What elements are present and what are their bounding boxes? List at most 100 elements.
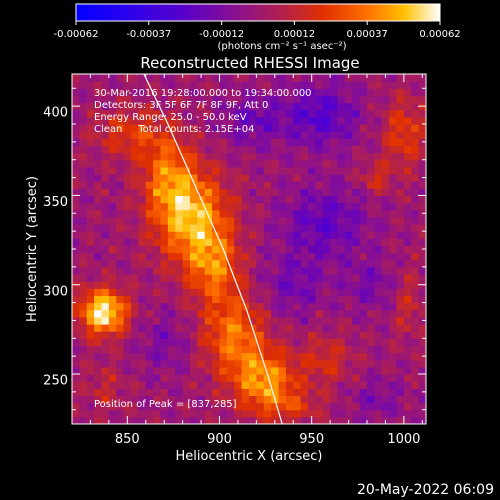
heatmap-cell bbox=[337, 102, 346, 111]
heatmap-cell bbox=[131, 409, 139, 418]
heatmap-cell bbox=[219, 388, 228, 397]
heatmap-cell bbox=[411, 74, 420, 82]
heatmap-cell bbox=[308, 359, 316, 368]
heatmap-cell bbox=[79, 145, 88, 154]
heatmap-cell bbox=[293, 409, 302, 418]
heatmap-cell bbox=[330, 188, 339, 197]
heatmap-cell bbox=[182, 238, 191, 247]
heatmap-cell bbox=[204, 366, 213, 375]
heatmap-cell bbox=[226, 224, 235, 232]
heatmap-cell bbox=[330, 345, 339, 354]
heatmap-cell bbox=[322, 166, 331, 175]
heatmap-cell bbox=[278, 209, 287, 218]
heatmap-cell bbox=[337, 238, 346, 247]
heatmap-cell bbox=[337, 152, 346, 161]
heatmap-cell bbox=[300, 324, 309, 332]
heatmap-cell bbox=[249, 216, 257, 225]
heatmap-cell bbox=[337, 388, 346, 397]
heatmap-cell bbox=[72, 331, 80, 339]
heatmap-cell bbox=[219, 102, 228, 111]
heatmap-cell bbox=[190, 216, 198, 225]
colorbar-tick-label: 0.00012 bbox=[274, 29, 315, 40]
heatmap-cell bbox=[418, 88, 426, 97]
heatmap-cell bbox=[79, 188, 88, 197]
heatmap-cell bbox=[241, 209, 250, 218]
heatmap-cell bbox=[381, 245, 390, 254]
heatmap-cell bbox=[153, 124, 162, 132]
heatmap-cell bbox=[190, 274, 198, 282]
heatmap-cell bbox=[153, 138, 162, 147]
heatmap-cell bbox=[359, 302, 368, 311]
heatmap-cell bbox=[285, 116, 294, 125]
colorbar-tick-label: -0.00037 bbox=[126, 29, 171, 40]
heatmap-cell bbox=[190, 95, 198, 104]
heatmap-cell bbox=[359, 352, 368, 361]
heatmap-cell bbox=[285, 131, 294, 139]
heatmap-cell bbox=[418, 152, 426, 161]
heatmap-cell bbox=[160, 388, 169, 397]
heatmap-cell bbox=[285, 245, 294, 254]
heatmap-cell bbox=[337, 145, 346, 154]
heatmap-cell bbox=[249, 388, 257, 397]
heatmap-cell bbox=[315, 116, 324, 125]
heatmap-cell bbox=[241, 338, 250, 347]
heatmap-cell bbox=[86, 288, 95, 297]
heatmap-cell bbox=[234, 116, 243, 125]
heatmap-cell bbox=[263, 288, 272, 297]
heatmap-cell bbox=[418, 252, 426, 261]
heatmap-cell bbox=[411, 352, 420, 361]
heatmap-cell bbox=[249, 409, 257, 418]
heatmap-cell bbox=[86, 345, 95, 354]
heatmap-cell bbox=[300, 245, 309, 254]
heatmap-cell bbox=[190, 302, 198, 311]
heatmap-cell bbox=[86, 395, 95, 404]
heatmap-cell bbox=[86, 195, 95, 204]
heatmap-cell bbox=[263, 302, 272, 311]
heatmap-cell bbox=[160, 359, 169, 368]
heatmap-cell bbox=[197, 88, 206, 97]
heatmap-cell bbox=[418, 116, 426, 125]
heatmap-cell bbox=[72, 224, 80, 232]
heatmap-cell bbox=[418, 238, 426, 247]
heatmap-cell bbox=[285, 266, 294, 275]
heatmap-cell bbox=[418, 81, 426, 89]
heatmap-cell bbox=[138, 345, 147, 354]
heatmap-cell bbox=[263, 195, 272, 204]
heatmap-cell bbox=[190, 416, 198, 424]
heatmap-cell bbox=[249, 266, 257, 275]
heatmap-cell bbox=[278, 309, 287, 318]
heatmap-cell bbox=[131, 116, 139, 125]
heatmap-cell bbox=[94, 245, 103, 254]
heatmap-cell bbox=[344, 188, 353, 197]
heatmap-cell bbox=[234, 174, 243, 182]
heatmap-cell bbox=[182, 352, 191, 361]
heatmap-cell bbox=[285, 416, 294, 424]
heatmap-cell bbox=[175, 409, 184, 418]
heatmap-cell bbox=[352, 138, 361, 147]
heatmap-cell bbox=[131, 416, 139, 424]
heatmap-cell bbox=[374, 181, 383, 189]
heatmap-cell bbox=[352, 88, 361, 97]
heatmap-cell bbox=[204, 109, 213, 118]
heatmap-cell bbox=[271, 402, 280, 411]
heatmap-cell bbox=[72, 259, 80, 268]
heatmap-cell bbox=[352, 195, 361, 204]
heatmap-cell bbox=[108, 124, 117, 132]
heatmap-cell bbox=[79, 338, 88, 347]
heatmap-cell bbox=[411, 181, 420, 189]
heatmap-cell bbox=[315, 88, 324, 97]
heatmap-cell bbox=[204, 302, 213, 311]
heatmap-cell bbox=[389, 266, 398, 275]
heatmap-cell bbox=[293, 345, 302, 354]
heatmap-cell bbox=[123, 195, 132, 204]
heatmap-cell bbox=[389, 374, 398, 382]
heatmap-cell bbox=[256, 324, 265, 332]
heatmap-cell bbox=[86, 188, 95, 197]
heatmap-cell bbox=[86, 152, 95, 161]
heatmap-cell bbox=[359, 224, 368, 232]
heatmap-cell bbox=[418, 145, 426, 154]
heatmap-cell bbox=[212, 295, 221, 304]
heatmap-cell bbox=[330, 274, 339, 282]
heatmap-cell bbox=[204, 124, 213, 132]
heatmap-cell bbox=[403, 102, 412, 111]
